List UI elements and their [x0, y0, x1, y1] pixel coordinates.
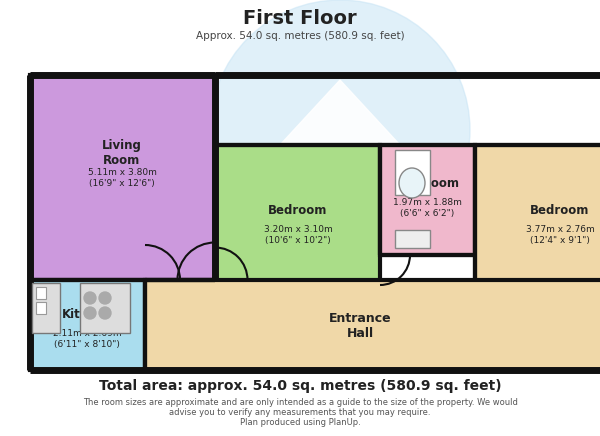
Text: Plan produced using PlanUp.: Plan produced using PlanUp.: [239, 418, 361, 426]
Text: First Floor: First Floor: [243, 8, 357, 27]
Bar: [30, 75, 215, 280]
Text: Bathroom: Bathroom: [395, 177, 460, 190]
Text: (10'6" x 10'2"): (10'6" x 10'2"): [265, 235, 331, 245]
Circle shape: [210, 0, 470, 260]
Text: advise you to verify any measurements that you may require.: advise you to verify any measurements th…: [169, 408, 431, 416]
Bar: [30, 280, 145, 370]
Text: Living
Room: Living Room: [102, 139, 142, 167]
Text: 3.77m x 2.76m: 3.77m x 2.76m: [526, 225, 595, 234]
Bar: [145, 280, 600, 370]
Text: The room sizes are approximate and are only intended as a guide to the size of t: The room sizes are approximate and are o…: [83, 398, 517, 406]
Text: 1.97m x 1.88m: 1.97m x 1.88m: [392, 198, 461, 207]
Bar: [36, 302, 46, 314]
Circle shape: [99, 307, 111, 319]
Bar: [395, 230, 430, 248]
Text: (12'4" x 9'1"): (12'4" x 9'1"): [530, 235, 590, 245]
Text: Kitchen: Kitchen: [62, 307, 112, 320]
Bar: [475, 145, 600, 305]
Bar: [32, 283, 60, 333]
Text: (16'9" x 12'6"): (16'9" x 12'6"): [89, 178, 155, 187]
Bar: [80, 283, 130, 333]
Text: 5.11m x 3.80m: 5.11m x 3.80m: [88, 167, 157, 177]
Text: (6'6" x 6'2"): (6'6" x 6'2"): [400, 208, 454, 218]
Circle shape: [84, 307, 96, 319]
Text: Approx. 54.0 sq. metres (580.9 sq. feet): Approx. 54.0 sq. metres (580.9 sq. feet): [196, 31, 404, 41]
Ellipse shape: [399, 168, 425, 198]
Text: Bedroom: Bedroom: [268, 204, 328, 217]
Bar: [380, 145, 475, 255]
Bar: [215, 145, 380, 305]
Text: Entrance
Hall: Entrance Hall: [329, 312, 391, 340]
Text: Strattons: Strattons: [262, 289, 498, 331]
Circle shape: [99, 292, 111, 304]
Text: 3.20m x 3.10m: 3.20m x 3.10m: [263, 225, 332, 234]
Text: Bedroom: Bedroom: [530, 204, 590, 217]
Bar: [36, 287, 46, 299]
Text: (6'11" x 8'10"): (6'11" x 8'10"): [54, 340, 120, 348]
Text: 2.11m x 2.69m: 2.11m x 2.69m: [53, 328, 121, 337]
Text: Total area: approx. 54.0 sq. metres (580.9 sq. feet): Total area: approx. 54.0 sq. metres (580…: [98, 379, 502, 393]
Polygon shape: [280, 80, 400, 190]
Circle shape: [84, 292, 96, 304]
Bar: [395, 150, 430, 195]
